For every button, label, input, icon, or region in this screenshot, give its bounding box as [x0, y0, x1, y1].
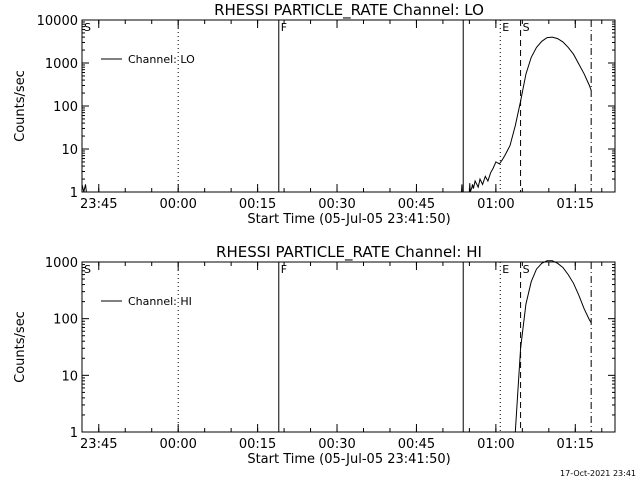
panel2-ylabel: Counts/sec	[13, 311, 28, 383]
panel1-plot-frame	[81, 19, 616, 193]
panel1-ytick-label: 10	[61, 143, 78, 158]
panel2-marker-label: E	[502, 263, 509, 276]
panel2-marker-label: S	[84, 263, 91, 276]
panel2-ytick-label: 10	[61, 369, 78, 384]
panel1-marker-label: E	[502, 21, 509, 34]
panel2-ytick-label: 1000	[45, 256, 78, 271]
panel2-xtick-label: 01:00	[477, 437, 514, 452]
panel1-series-line	[81, 36, 592, 193]
panel2-xtick-label: 01:15	[557, 437, 594, 452]
panel2-series-line	[514, 260, 592, 433]
panel1-xlabel: Start Time (05-Jul-05 23:41:50)	[247, 212, 450, 227]
panel1-xtick-label: 00:15	[239, 197, 276, 212]
panel2: RHESSI PARTICLE_RATE Channel: HI Counts/s…	[13, 243, 616, 467]
panel1-xtick-label: 00:00	[159, 197, 196, 212]
footer-timestamp: 17-Oct-2021 23:41	[560, 469, 636, 478]
panel1-xtick-label: 01:15	[557, 197, 594, 212]
panel2-xtick-label: 00:00	[159, 437, 196, 452]
panel1-xtick-label: 00:45	[398, 197, 435, 212]
panel1-ylabel: Counts/sec	[13, 70, 28, 142]
panel2-title: RHESSI PARTICLE_RATE Channel: HI	[216, 243, 482, 262]
panel2-xtick-label: 23:45	[80, 437, 117, 452]
panel2-plot-frame	[81, 261, 616, 433]
panel1-ytick-label: 100	[53, 100, 78, 115]
panel1-ytick-label: 1000	[45, 57, 78, 72]
panel1-ytick-label: 1	[70, 186, 78, 201]
panel1: RHESSI PARTICLE_RATE Channel: LO Counts/s…	[13, 1, 616, 227]
panel1-marker-label: F	[281, 21, 287, 34]
panel2-xtick-label: 00:30	[318, 437, 355, 452]
panel2-marker-label: S	[523, 263, 530, 276]
panel2-ytick-label: 1	[70, 426, 78, 441]
panel2-ytick-label: 100	[53, 313, 78, 328]
panel2-legend-label: Channel: HI	[128, 295, 192, 308]
panel1-ytick-label: 10000	[37, 14, 78, 29]
panel2-marker-label: F	[281, 263, 287, 276]
panel1-xtick-label: 23:45	[80, 197, 117, 212]
panel2-xtick-label: 00:15	[239, 437, 276, 452]
panel1-title: RHESSI PARTICLE_RATE Channel: LO	[214, 1, 484, 20]
panel1-xtick-label: 00:30	[318, 197, 355, 212]
panel1-xtick-label: 01:00	[477, 197, 514, 212]
panel1-marker-label: S	[523, 21, 530, 34]
panel2-xlabel: Start Time (05-Jul-05 23:41:50)	[247, 452, 450, 467]
panel1-legend-label: Channel: LO	[128, 53, 195, 66]
panel1-marker-label: S	[84, 21, 91, 34]
panel2-xtick-label: 00:45	[398, 437, 435, 452]
